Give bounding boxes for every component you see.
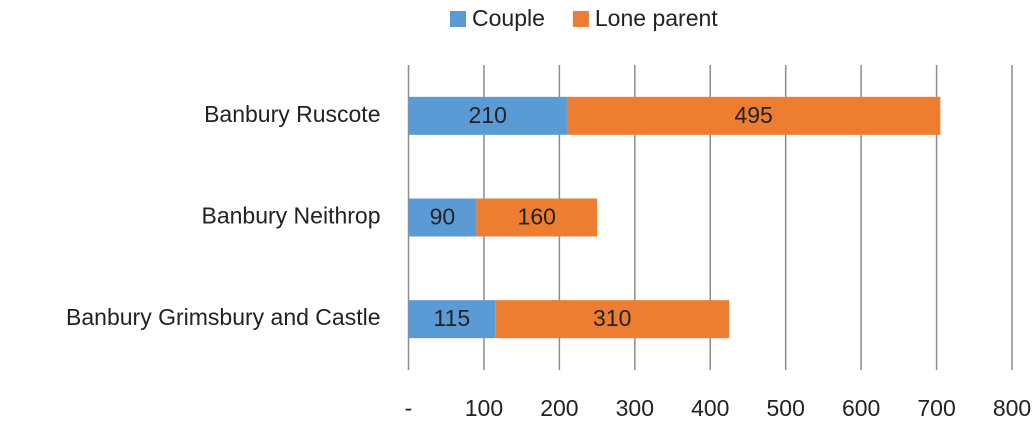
legend-swatch: [572, 11, 589, 27]
y-tick-label: Banbury Ruscote: [204, 101, 380, 127]
data-label: 310: [593, 305, 631, 331]
x-tick-label: 700: [917, 395, 955, 421]
bar: [476, 198, 598, 237]
legend-label: Lone parent: [595, 5, 718, 31]
data-label: 90: [430, 204, 456, 230]
y-tick-label: Banbury Grimsbury and Castle: [66, 304, 380, 330]
bar: [566, 96, 941, 135]
x-tick-label: 200: [540, 395, 578, 421]
data-label: 210: [469, 102, 507, 128]
x-tick-label: 800: [993, 395, 1031, 421]
x-tick-label: 400: [691, 395, 729, 421]
data-label: 160: [518, 204, 556, 230]
x-tick-label: 100: [465, 395, 503, 421]
x-tick-label: 300: [616, 395, 654, 421]
data-label: 495: [734, 102, 772, 128]
bar: [408, 96, 567, 135]
y-tick-label: Banbury Neithrop: [202, 203, 381, 229]
x-tick-label: 600: [842, 395, 880, 421]
bar: [408, 198, 477, 237]
x-tick-label: 500: [767, 395, 805, 421]
data-label: 115: [434, 305, 471, 331]
bar: [495, 300, 730, 339]
legend-label: Couple: [472, 5, 545, 31]
x-tick-label: -: [405, 395, 413, 421]
legend-swatch: [450, 11, 466, 27]
bar: [408, 300, 496, 339]
